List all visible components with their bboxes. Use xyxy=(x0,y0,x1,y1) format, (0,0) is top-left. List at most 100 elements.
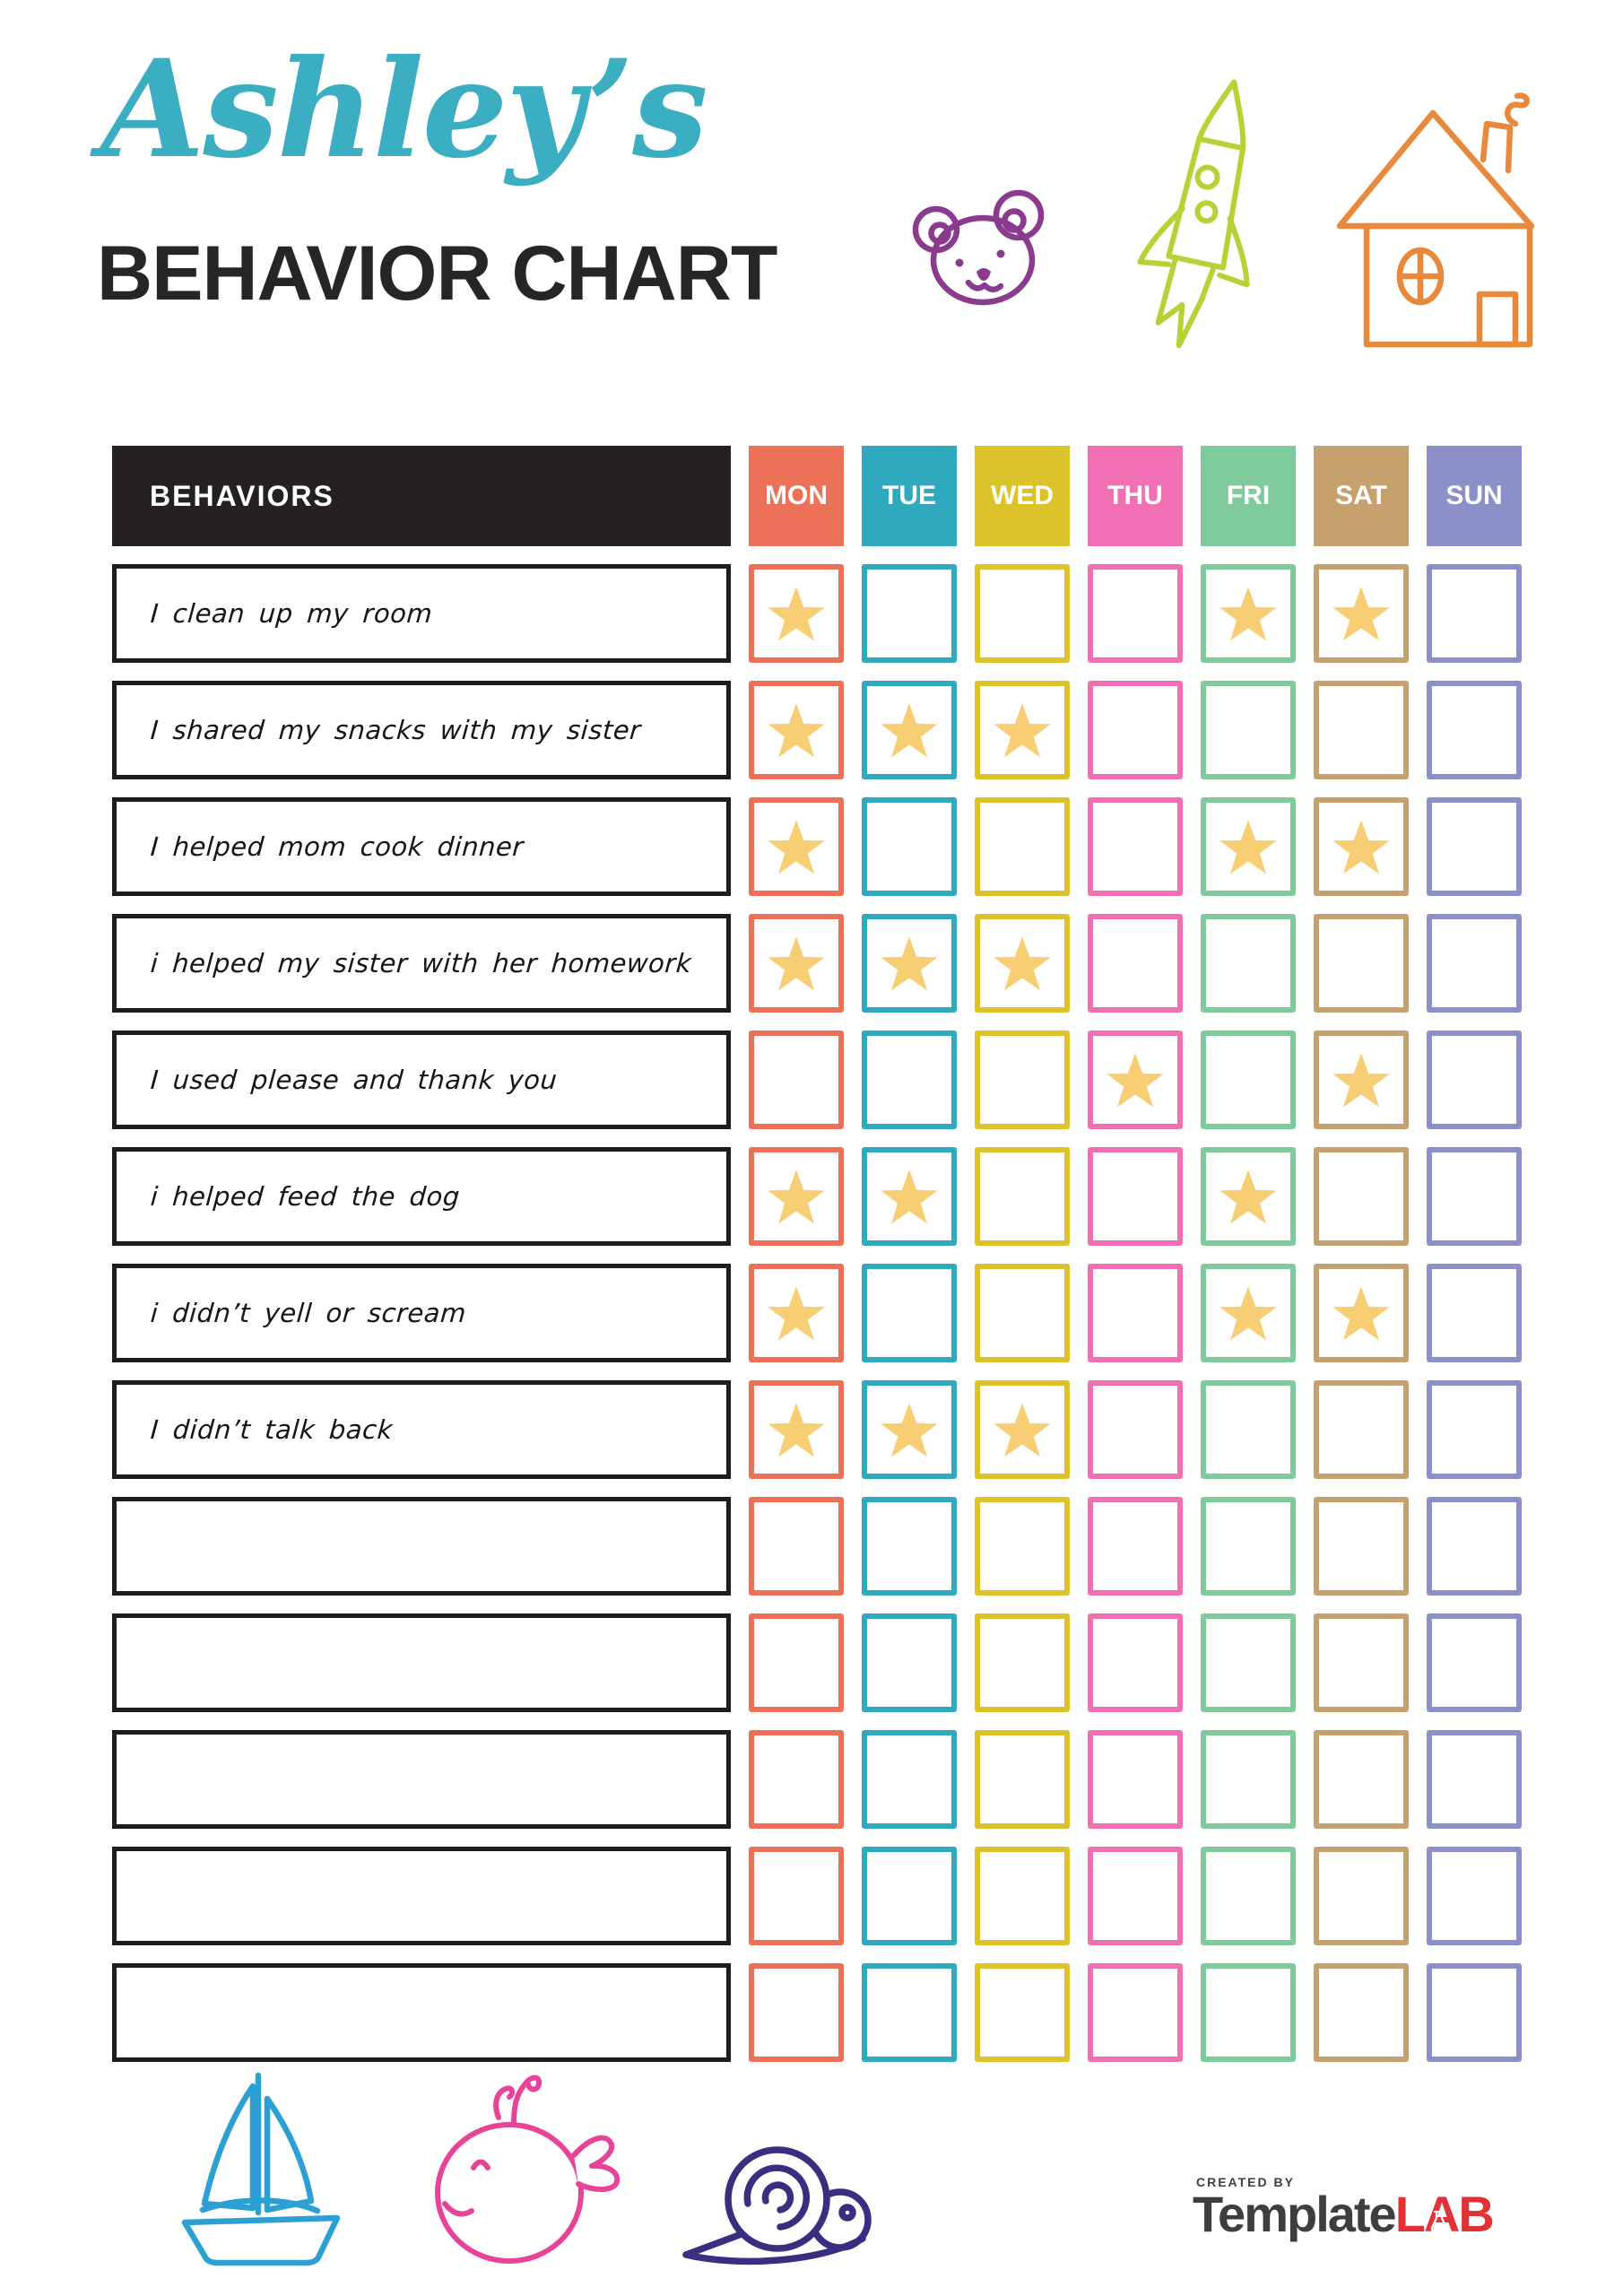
behavior-cell-row10[interactable] xyxy=(112,1613,731,1712)
day-cell-wed-row4[interactable] xyxy=(975,914,1070,1013)
day-cell-mon-row12[interactable] xyxy=(749,1847,844,1945)
day-cell-thu-row9[interactable] xyxy=(1088,1497,1183,1596)
day-cell-sun-row11[interactable] xyxy=(1427,1730,1522,1829)
day-cell-wed-row12[interactable] xyxy=(975,1847,1070,1945)
day-cell-wed-row1[interactable] xyxy=(975,564,1070,663)
day-cell-tue-row3[interactable] xyxy=(862,797,957,896)
day-cell-mon-row1[interactable] xyxy=(749,564,844,663)
day-cell-mon-row5[interactable] xyxy=(749,1031,844,1129)
day-cell-sat-row7[interactable] xyxy=(1314,1264,1409,1362)
day-cell-fri-row12[interactable] xyxy=(1201,1847,1296,1945)
behavior-cell-row3[interactable]: I helped mom cook dinner xyxy=(112,797,731,896)
day-cell-fri-row1[interactable] xyxy=(1201,564,1296,663)
day-cell-thu-row10[interactable] xyxy=(1088,1613,1183,1712)
day-cell-sun-row2[interactable] xyxy=(1427,681,1522,779)
day-cell-fri-row11[interactable] xyxy=(1201,1730,1296,1829)
day-cell-sat-row13[interactable] xyxy=(1314,1963,1409,2062)
day-cell-sat-row4[interactable] xyxy=(1314,914,1409,1013)
behavior-cell-row8[interactable]: I didn’t talk back xyxy=(112,1380,731,1479)
day-cell-wed-row2[interactable] xyxy=(975,681,1070,779)
day-cell-sun-row4[interactable] xyxy=(1427,914,1522,1013)
day-cell-fri-row9[interactable] xyxy=(1201,1497,1296,1596)
day-cell-sat-row6[interactable] xyxy=(1314,1147,1409,1246)
day-cell-wed-row5[interactable] xyxy=(975,1031,1070,1129)
day-cell-sun-row10[interactable] xyxy=(1427,1613,1522,1712)
day-cell-thu-row8[interactable] xyxy=(1088,1380,1183,1479)
day-cell-mon-row10[interactable] xyxy=(749,1613,844,1712)
behavior-cell-row9[interactable] xyxy=(112,1497,731,1596)
day-cell-tue-row12[interactable] xyxy=(862,1847,957,1945)
day-cell-wed-row11[interactable] xyxy=(975,1730,1070,1829)
day-cell-mon-row2[interactable] xyxy=(749,681,844,779)
day-cell-mon-row3[interactable] xyxy=(749,797,844,896)
day-cell-tue-row1[interactable] xyxy=(862,564,957,663)
day-cell-sat-row9[interactable] xyxy=(1314,1497,1409,1596)
day-cell-sat-row11[interactable] xyxy=(1314,1730,1409,1829)
behavior-cell-row13[interactable] xyxy=(112,1963,731,2062)
day-cell-tue-row6[interactable] xyxy=(862,1147,957,1246)
day-cell-tue-row7[interactable] xyxy=(862,1264,957,1362)
day-cell-thu-row5[interactable] xyxy=(1088,1031,1183,1129)
day-cell-tue-row4[interactable] xyxy=(862,914,957,1013)
day-cell-mon-row9[interactable] xyxy=(749,1497,844,1596)
behavior-cell-row11[interactable] xyxy=(112,1730,731,1829)
day-cell-thu-row3[interactable] xyxy=(1088,797,1183,896)
day-cell-fri-row3[interactable] xyxy=(1201,797,1296,896)
day-cell-wed-row13[interactable] xyxy=(975,1963,1070,2062)
day-cell-wed-row6[interactable] xyxy=(975,1147,1070,1246)
day-cell-sat-row8[interactable] xyxy=(1314,1380,1409,1479)
day-cell-fri-row10[interactable] xyxy=(1201,1613,1296,1712)
behavior-cell-row1[interactable]: I clean up my room xyxy=(112,564,731,663)
day-cell-fri-row6[interactable] xyxy=(1201,1147,1296,1246)
day-cell-sun-row7[interactable] xyxy=(1427,1264,1522,1362)
day-cell-sat-row12[interactable] xyxy=(1314,1847,1409,1945)
day-cell-tue-row5[interactable] xyxy=(862,1031,957,1129)
behavior-cell-row7[interactable]: i didn’t yell or scream xyxy=(112,1264,731,1362)
day-cell-thu-row4[interactable] xyxy=(1088,914,1183,1013)
day-cell-sun-row12[interactable] xyxy=(1427,1847,1522,1945)
day-cell-thu-row2[interactable] xyxy=(1088,681,1183,779)
day-cell-wed-row10[interactable] xyxy=(975,1613,1070,1712)
day-cell-sat-row3[interactable] xyxy=(1314,797,1409,896)
day-cell-fri-row4[interactable] xyxy=(1201,914,1296,1013)
day-cell-tue-row10[interactable] xyxy=(862,1613,957,1712)
day-cell-wed-row9[interactable] xyxy=(975,1497,1070,1596)
day-cell-thu-row12[interactable] xyxy=(1088,1847,1183,1945)
day-cell-sun-row5[interactable] xyxy=(1427,1031,1522,1129)
day-cell-tue-row11[interactable] xyxy=(862,1730,957,1829)
day-cell-tue-row8[interactable] xyxy=(862,1380,957,1479)
day-cell-fri-row2[interactable] xyxy=(1201,681,1296,779)
day-cell-sun-row8[interactable] xyxy=(1427,1380,1522,1479)
day-cell-thu-row13[interactable] xyxy=(1088,1963,1183,2062)
day-cell-sun-row6[interactable] xyxy=(1427,1147,1522,1246)
day-cell-tue-row9[interactable] xyxy=(862,1497,957,1596)
behavior-cell-row6[interactable]: i helped feed the dog xyxy=(112,1147,731,1246)
day-cell-mon-row13[interactable] xyxy=(749,1963,844,2062)
day-cell-tue-row13[interactable] xyxy=(862,1963,957,2062)
day-cell-wed-row8[interactable] xyxy=(975,1380,1070,1479)
day-cell-sun-row1[interactable] xyxy=(1427,564,1522,663)
day-cell-mon-row7[interactable] xyxy=(749,1264,844,1362)
day-cell-sun-row3[interactable] xyxy=(1427,797,1522,896)
day-cell-sun-row13[interactable] xyxy=(1427,1963,1522,2062)
day-cell-mon-row6[interactable] xyxy=(749,1147,844,1246)
day-cell-sat-row10[interactable] xyxy=(1314,1613,1409,1712)
day-cell-sat-row5[interactable] xyxy=(1314,1031,1409,1129)
day-cell-mon-row11[interactable] xyxy=(749,1730,844,1829)
day-cell-fri-row8[interactable] xyxy=(1201,1380,1296,1479)
day-cell-wed-row7[interactable] xyxy=(975,1264,1070,1362)
day-cell-sun-row9[interactable] xyxy=(1427,1497,1522,1596)
day-cell-mon-row8[interactable] xyxy=(749,1380,844,1479)
day-cell-tue-row2[interactable] xyxy=(862,681,957,779)
behavior-cell-row2[interactable]: I shared my snacks with my sister xyxy=(112,681,731,779)
day-cell-mon-row4[interactable] xyxy=(749,914,844,1013)
behavior-cell-row5[interactable]: I used please and thank you xyxy=(112,1031,731,1129)
day-cell-sat-row1[interactable] xyxy=(1314,564,1409,663)
day-cell-wed-row3[interactable] xyxy=(975,797,1070,896)
behavior-cell-row12[interactable] xyxy=(112,1847,731,1945)
day-cell-fri-row7[interactable] xyxy=(1201,1264,1296,1362)
behavior-cell-row4[interactable]: i helped my sister with her homework xyxy=(112,914,731,1013)
day-cell-thu-row1[interactable] xyxy=(1088,564,1183,663)
day-cell-thu-row11[interactable] xyxy=(1088,1730,1183,1829)
day-cell-sat-row2[interactable] xyxy=(1314,681,1409,779)
